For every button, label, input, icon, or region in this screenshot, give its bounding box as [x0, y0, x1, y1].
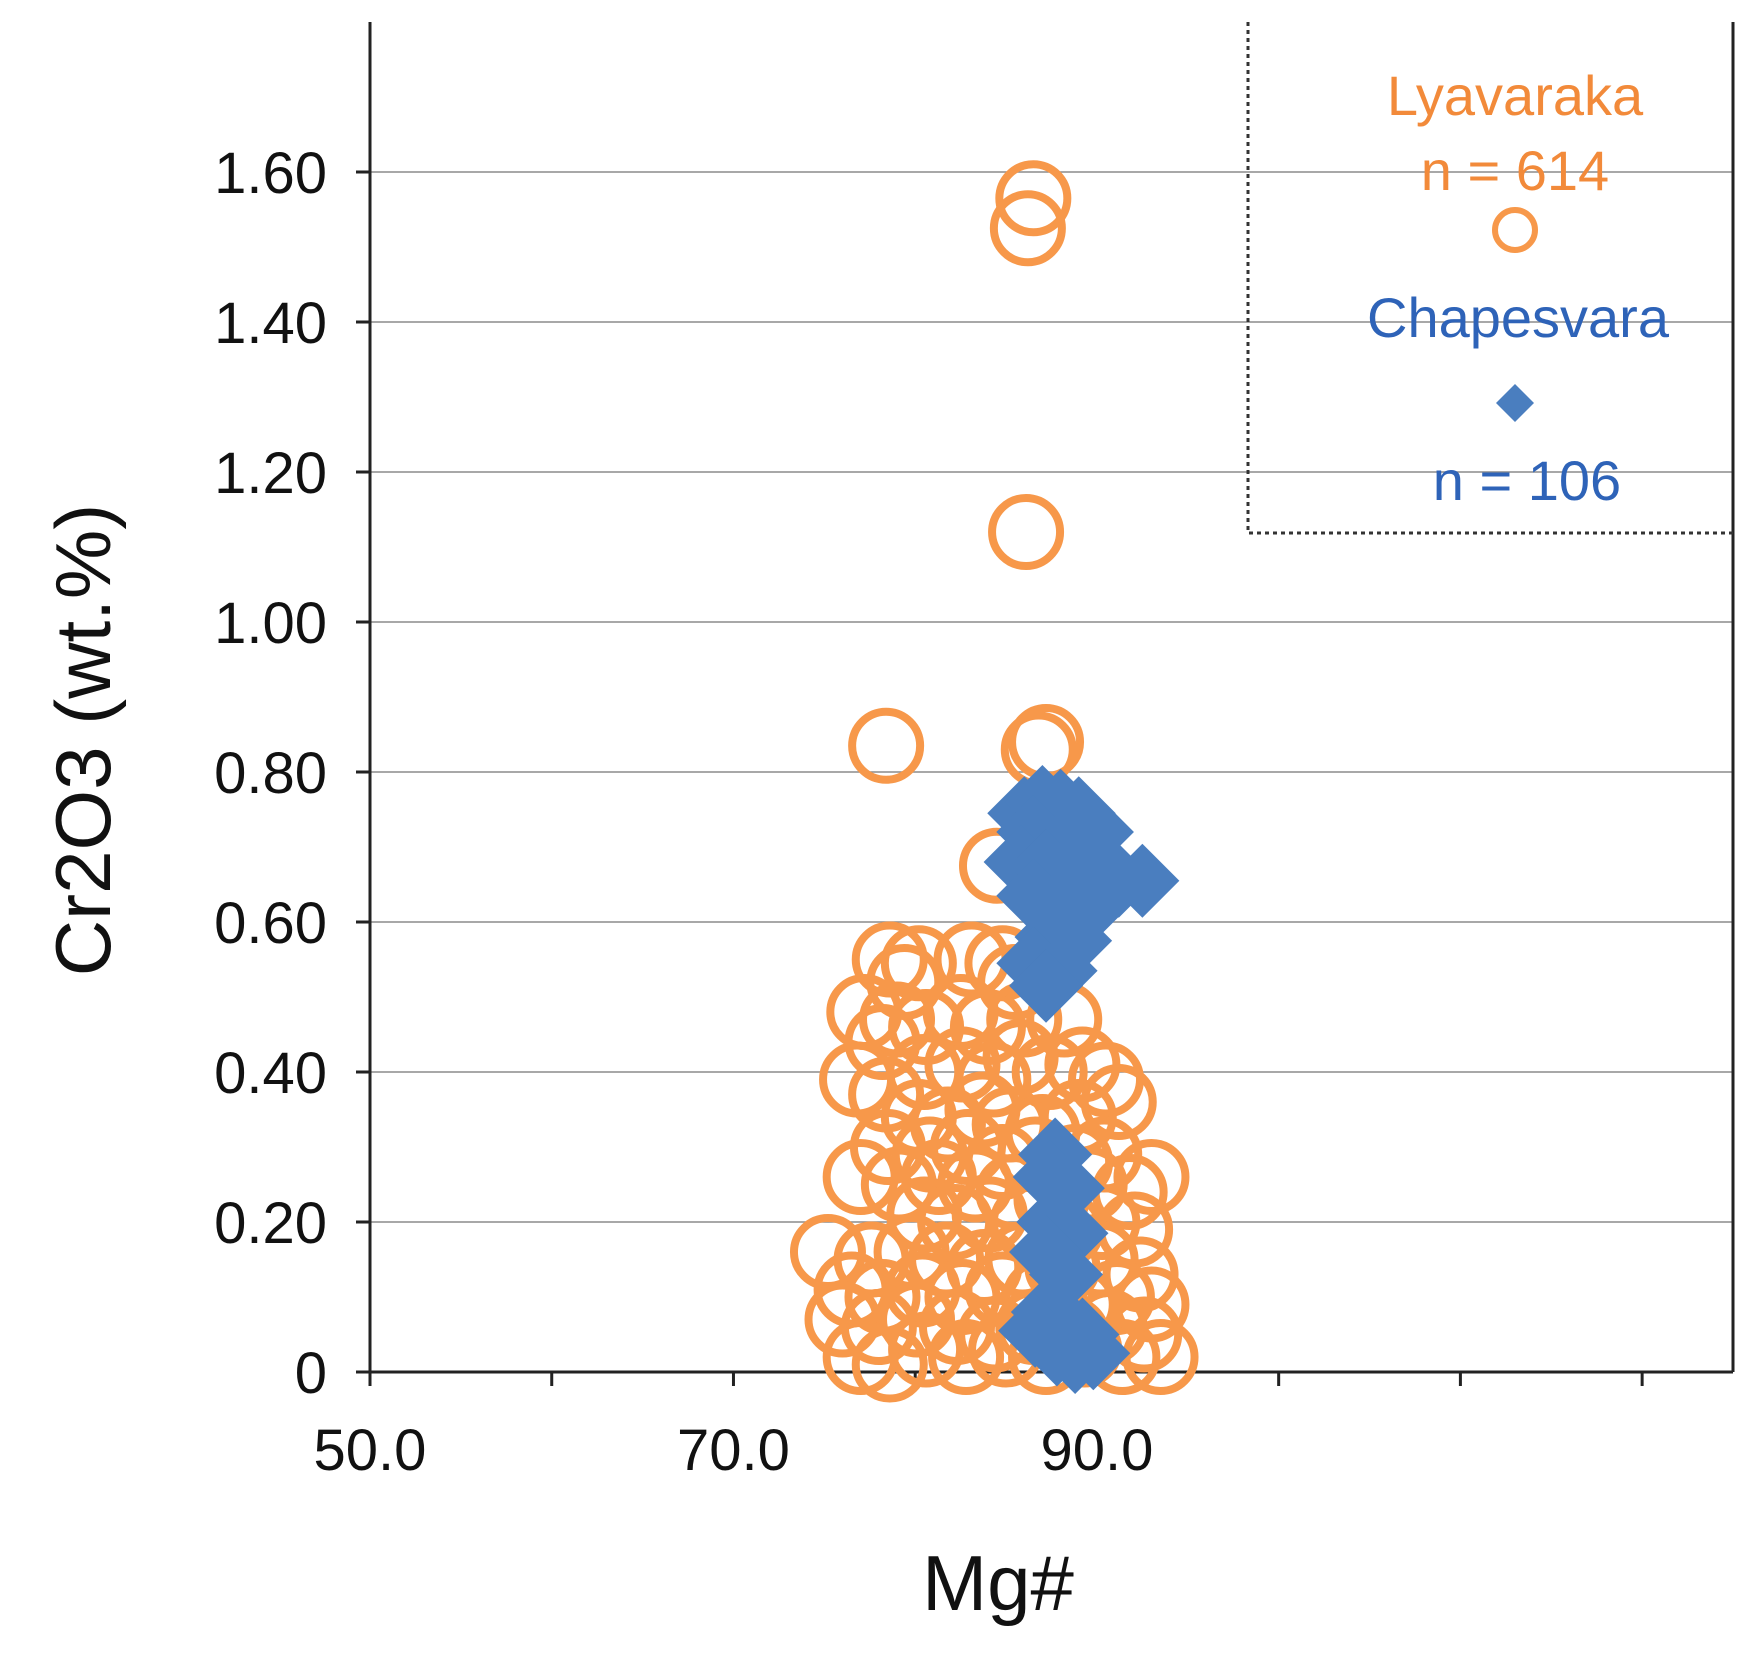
y-tick-label-7: 1.40 — [214, 291, 327, 356]
lyavaraka-point-46 — [900, 1139, 977, 1215]
legend-chapesvara-name: Chapesvara — [1367, 286, 1670, 349]
lyavaraka-point-78 — [804, 1281, 881, 1358]
lyavaraka-point-3 — [848, 707, 925, 784]
legend-lyavaraka-name: Lyavaraka — [1387, 64, 1644, 127]
x-tick-label-1: 70.0 — [677, 1418, 790, 1483]
lyavaraka-point-0 — [995, 160, 1072, 237]
ticks: 0 0.20 0.40 0.60 0.80 1.00 1.20 1.40 1.60 50.0 70.… — [214, 141, 1644, 1483]
legend: Lyavaraka n = 614 Chapesvara n = 106 — [1246, 22, 1733, 535]
legend-chapesvara-count: n = 106 — [1433, 449, 1621, 512]
lyavaraka-point-30 — [1080, 1064, 1157, 1140]
x-axis-title: Mg# — [922, 1539, 1074, 1627]
chapesvara-point-34 — [1056, 1316, 1131, 1391]
lyavaraka-point-80 — [879, 1281, 956, 1358]
series-layer — [789, 160, 1199, 1403]
y-tick-label-0: 0 — [295, 1341, 327, 1406]
lyavaraka-point-52 — [1113, 1139, 1190, 1215]
lyavaraka-point-89 — [888, 1311, 965, 1388]
lyavaraka-point-1 — [989, 190, 1066, 267]
y-tick-label-6: 1.20 — [214, 441, 327, 506]
lyavaraka-point-2 — [988, 494, 1065, 570]
y-tick-label-3: 0.60 — [214, 891, 327, 956]
x-tick-label-2: 90.0 — [1040, 1418, 1153, 1483]
y-tick-label-1: 0.20 — [214, 1191, 327, 1256]
y-tick-label-4: 0.80 — [214, 741, 327, 806]
y-tick-label-5: 1.00 — [214, 591, 327, 656]
legend-lyavaraka-marker — [1492, 207, 1538, 253]
legend-border — [1246, 22, 1733, 535]
lyavaraka-point-88 — [851, 1326, 928, 1403]
legend-lyavaraka-count: n = 614 — [1421, 139, 1609, 202]
legend-chapesvara-marker — [1496, 384, 1534, 422]
y-tick-label-2: 0.40 — [214, 1041, 327, 1106]
x-tick-label-0: 50.0 — [314, 1418, 427, 1483]
y-tick-label-8: 1.60 — [214, 141, 327, 206]
chapesvara-point-20 — [1009, 948, 1084, 1023]
y-axis-title: Cr2O3 (wt.%) — [39, 504, 127, 976]
lyavaraka-point-44 — [822, 1139, 899, 1215]
lyavaraka-point-90 — [928, 1319, 1005, 1395]
